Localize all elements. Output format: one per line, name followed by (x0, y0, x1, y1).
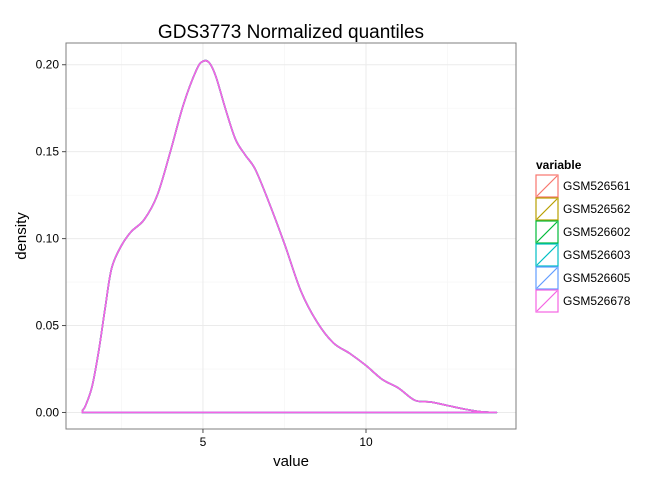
minor-gridlines (66, 43, 516, 429)
legend-key-line (536, 175, 558, 197)
density-line-gsm526603 (81, 59, 498, 414)
legend-item-gsm526602: GSM526602 (535, 220, 631, 244)
y-axis: 0.00 0.05 0.10 0.15 0.20 (36, 58, 66, 419)
y-tick-label: 0.05 (36, 319, 60, 333)
legend-label: GSM526602 (563, 225, 631, 239)
major-gridlines (66, 43, 516, 429)
legend-label: GSM526605 (563, 271, 631, 285)
legend-key-line (536, 244, 558, 266)
legend-key-line (536, 290, 558, 312)
y-axis-title: density (13, 212, 30, 260)
legend-label: GSM526678 (563, 294, 631, 308)
x-tick-label: 5 (200, 435, 207, 449)
chart-title: GDS3773 Normalized quantiles (158, 22, 424, 43)
y-tick-label: 0.00 (36, 405, 60, 419)
legend-title: variable (536, 158, 582, 172)
legend-key-line (536, 198, 558, 220)
legend-label: GSM526603 (563, 248, 631, 262)
density-lines (81, 59, 498, 414)
density-line-gsm526561 (81, 59, 498, 414)
plot-panel (65, 42, 517, 430)
density-line-gsm526602 (81, 59, 498, 414)
legend-item-gsm526603: GSM526603 (535, 243, 631, 267)
y-tick-label: 0.20 (36, 58, 60, 72)
legend-items: GSM526561 GSM526562 GSM526602 GSM526603 GSM5… (535, 174, 631, 313)
legend-label: GSM526562 (563, 202, 631, 216)
legend: variable GSM526561GSM526562GSM526602GSM5… (535, 158, 631, 313)
density-line-gsm526605 (81, 59, 498, 414)
y-tick-label: 0.10 (36, 232, 60, 246)
x-tick-label: 10 (359, 435, 373, 449)
legend-item-gsm526562: GSM526562 (535, 197, 631, 221)
legend-item-gsm526678: GSM526678 (535, 289, 631, 313)
panel-border (65, 42, 517, 430)
x-axis: 5 10 (200, 429, 373, 449)
density-line-gsm526562 (81, 59, 498, 414)
legend-key-line (536, 221, 558, 243)
legend-item-gsm526605: GSM526605 (535, 266, 631, 290)
legend-key-line (536, 267, 558, 289)
legend-label: GSM526561 (563, 179, 631, 193)
legend-item-gsm526561: GSM526561 (535, 174, 631, 198)
y-tick-label: 0.15 (36, 145, 60, 159)
density-line-gsm526678 (81, 59, 498, 414)
x-axis-title: value (273, 453, 309, 470)
